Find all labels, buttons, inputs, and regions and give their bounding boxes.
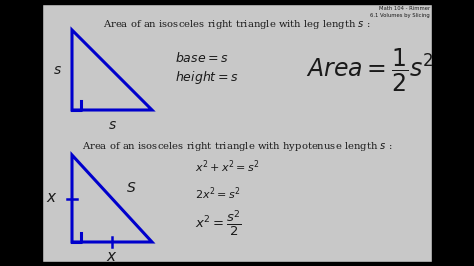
Text: $x^2 = \dfrac{s^2}{2}$: $x^2 = \dfrac{s^2}{2}$ bbox=[195, 208, 242, 238]
Text: $x$: $x$ bbox=[106, 250, 118, 264]
Text: $x^2 + x^2 = s^2$: $x^2 + x^2 = s^2$ bbox=[195, 158, 260, 174]
Bar bbox=[0, 262, 474, 266]
Text: Math 104 - Rimmer
6.1 Volumes by Slicing: Math 104 - Rimmer 6.1 Volumes by Slicing bbox=[370, 6, 430, 18]
Text: $s$: $s$ bbox=[108, 118, 117, 132]
Text: $s$: $s$ bbox=[53, 63, 62, 77]
Bar bbox=[0, 0, 42, 266]
Text: Area of an isosceles right triangle with hypotenuse length $s$ :: Area of an isosceles right triangle with… bbox=[82, 140, 392, 153]
Text: $S$: $S$ bbox=[126, 181, 136, 195]
Text: $x$: $x$ bbox=[46, 192, 58, 206]
Bar bbox=[0, 0, 474, 4]
Text: Area of an isosceles right triangle with leg length $s$ :: Area of an isosceles right triangle with… bbox=[103, 18, 371, 31]
Bar bbox=[432, 0, 474, 266]
Text: $2x^2 = s^2$: $2x^2 = s^2$ bbox=[195, 185, 240, 202]
Text: $base = s$: $base = s$ bbox=[175, 51, 228, 65]
Text: $\mathit{Area} = \dfrac{1}{2}s^2$: $\mathit{Area} = \dfrac{1}{2}s^2$ bbox=[306, 46, 434, 94]
Text: $height = s$: $height = s$ bbox=[175, 69, 238, 86]
